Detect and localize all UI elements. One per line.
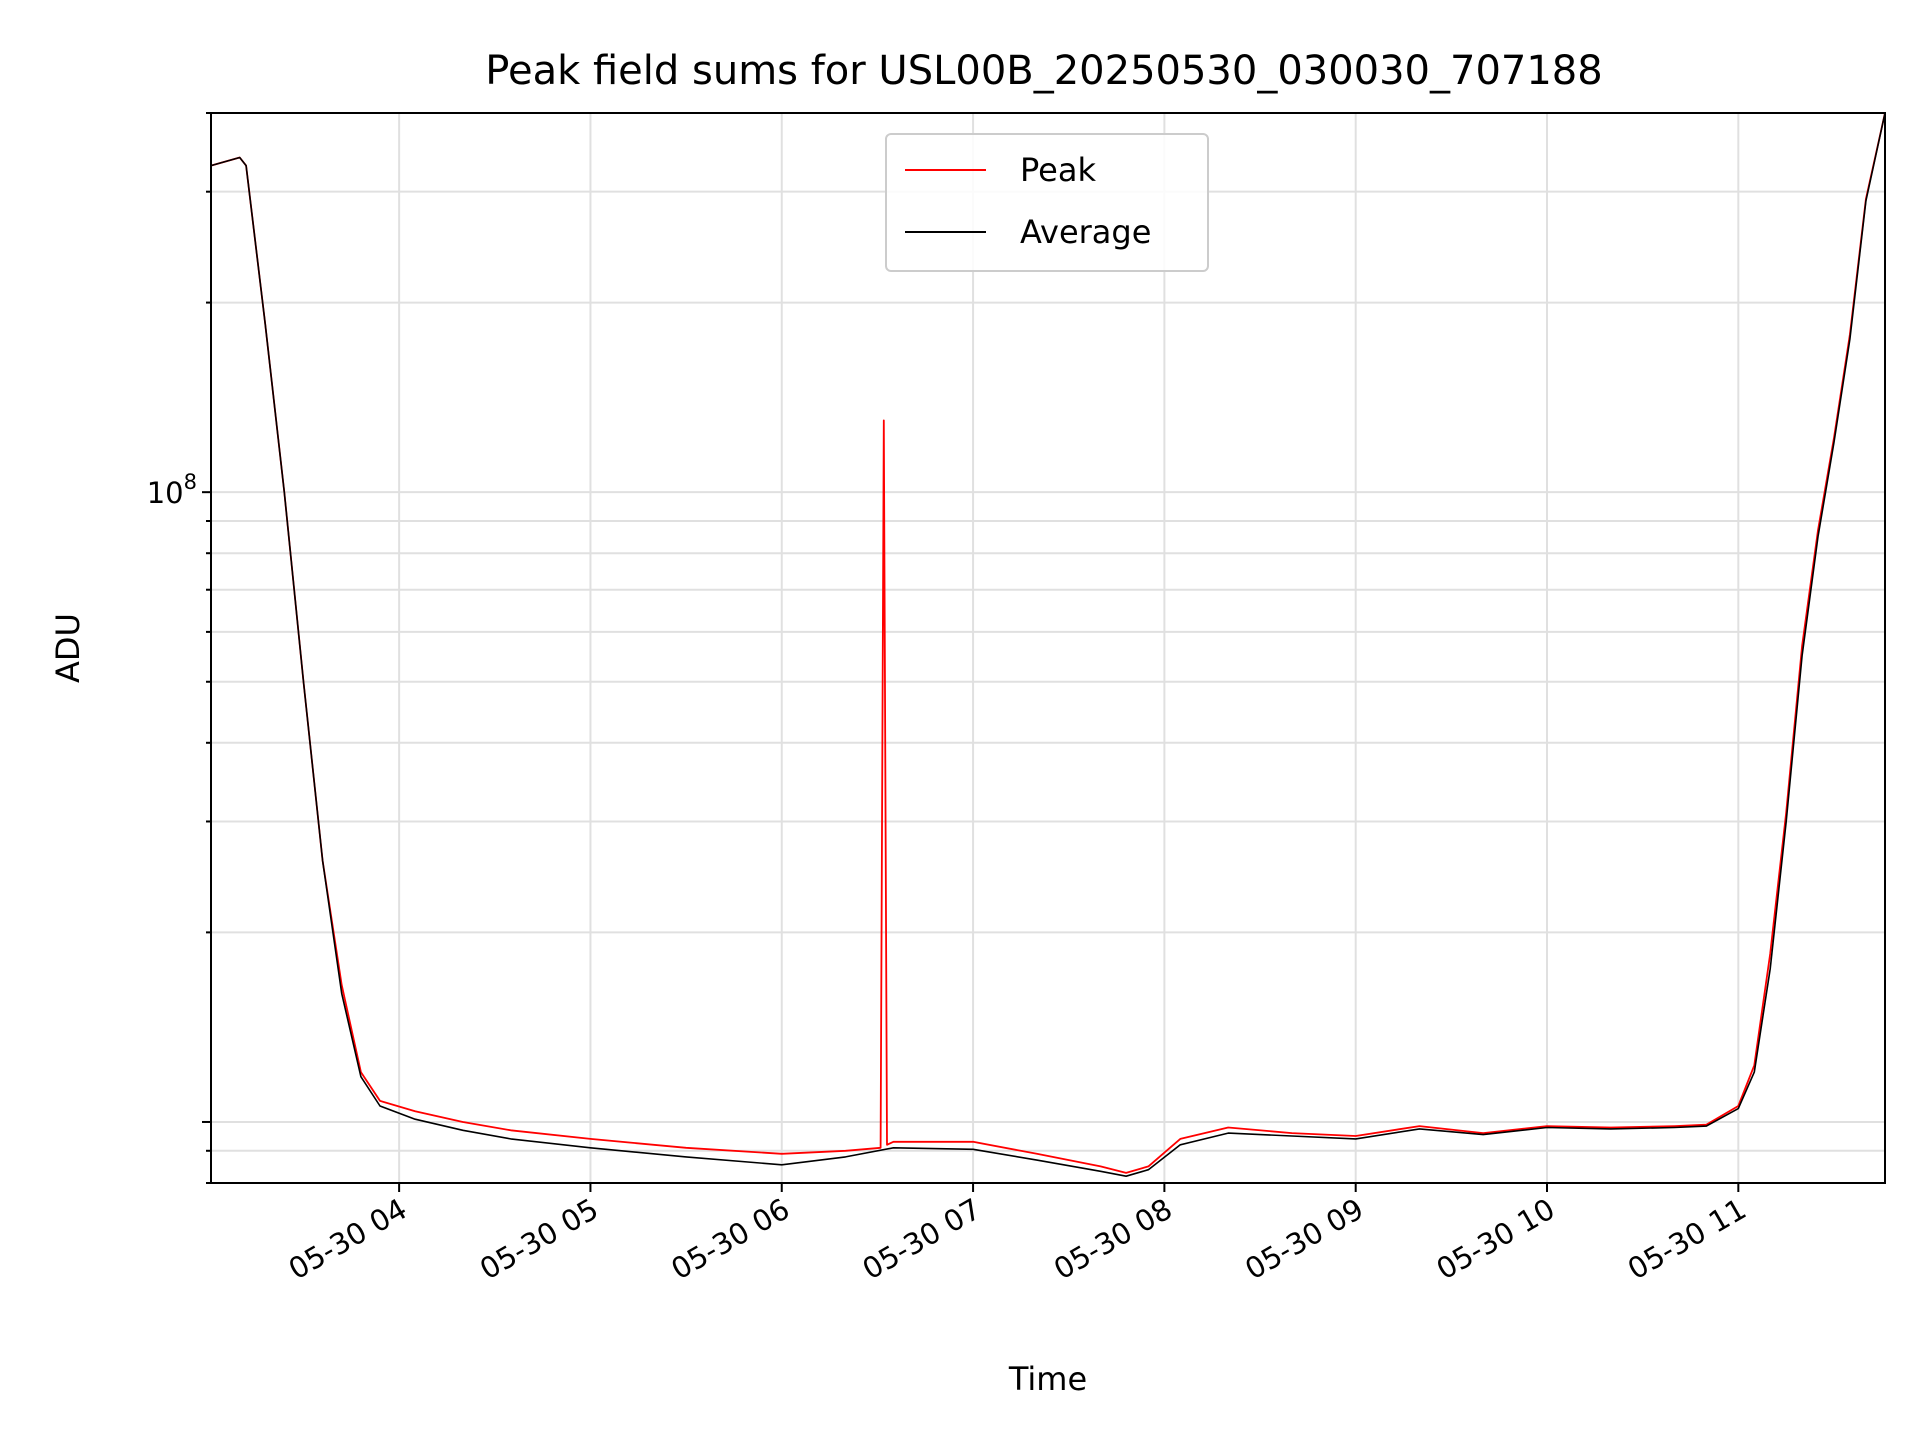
plot-series [210,112,1886,1177]
y-axis-label: ADU [49,613,87,683]
plot-frame [210,112,1886,1184]
legend: Peak Average [885,133,1209,272]
x-axis-label: Time [1008,1360,1087,1398]
legend-average-label: Average [1020,213,1151,251]
series-line-peak [210,112,1886,1174]
y-tick-label: 108 [147,470,197,510]
chart-title: Peak field sums for USL00B_20250530_0300… [485,48,1602,94]
legend-peak-label: Peak [1020,151,1096,189]
legend-box [885,133,1209,272]
series-line-average [210,112,1886,1177]
y-axis: 108 [147,112,211,1184]
